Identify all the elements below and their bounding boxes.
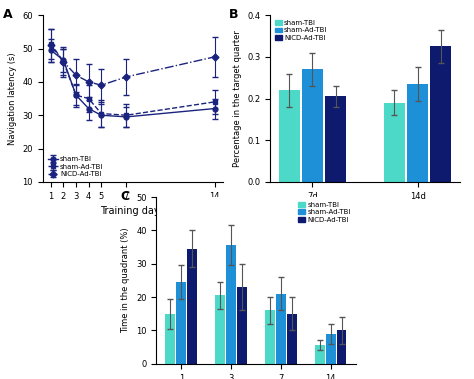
Bar xyxy=(276,294,286,364)
Bar xyxy=(430,47,451,182)
Bar xyxy=(315,346,325,364)
Bar xyxy=(325,97,346,182)
Bar xyxy=(407,84,428,182)
Bar xyxy=(176,282,186,364)
Bar xyxy=(187,249,197,364)
X-axis label: Training days: Training days xyxy=(100,206,165,216)
Bar xyxy=(326,334,336,364)
Text: B: B xyxy=(228,8,238,22)
Text: A: A xyxy=(3,8,13,22)
Legend: sham-TBI, sham-Ad-TBI, NICD-Ad-TBI: sham-TBI, sham-Ad-TBI, NICD-Ad-TBI xyxy=(46,155,105,179)
Y-axis label: Percentage in the target quarter: Percentage in the target quarter xyxy=(233,30,242,167)
Y-axis label: Navigation latency (s): Navigation latency (s) xyxy=(8,52,17,145)
Bar xyxy=(287,314,297,364)
Bar xyxy=(337,330,346,364)
Bar xyxy=(279,90,300,182)
Bar xyxy=(165,314,175,364)
Bar xyxy=(384,103,405,182)
Bar xyxy=(265,310,275,364)
Bar xyxy=(302,69,323,182)
Text: C: C xyxy=(120,190,130,204)
Bar xyxy=(237,287,247,364)
Bar xyxy=(215,296,225,364)
Legend: sham-TBI, sham-Ad-TBI, NICD-Ad-TBI: sham-TBI, sham-Ad-TBI, NICD-Ad-TBI xyxy=(297,200,352,224)
Bar xyxy=(226,246,236,364)
Y-axis label: Time in the quadrant (%): Time in the quadrant (%) xyxy=(121,228,130,333)
Legend: sham-TBI, sham-Ad-TBI, NICD-Ad-TBI: sham-TBI, sham-Ad-TBI, NICD-Ad-TBI xyxy=(273,19,329,42)
